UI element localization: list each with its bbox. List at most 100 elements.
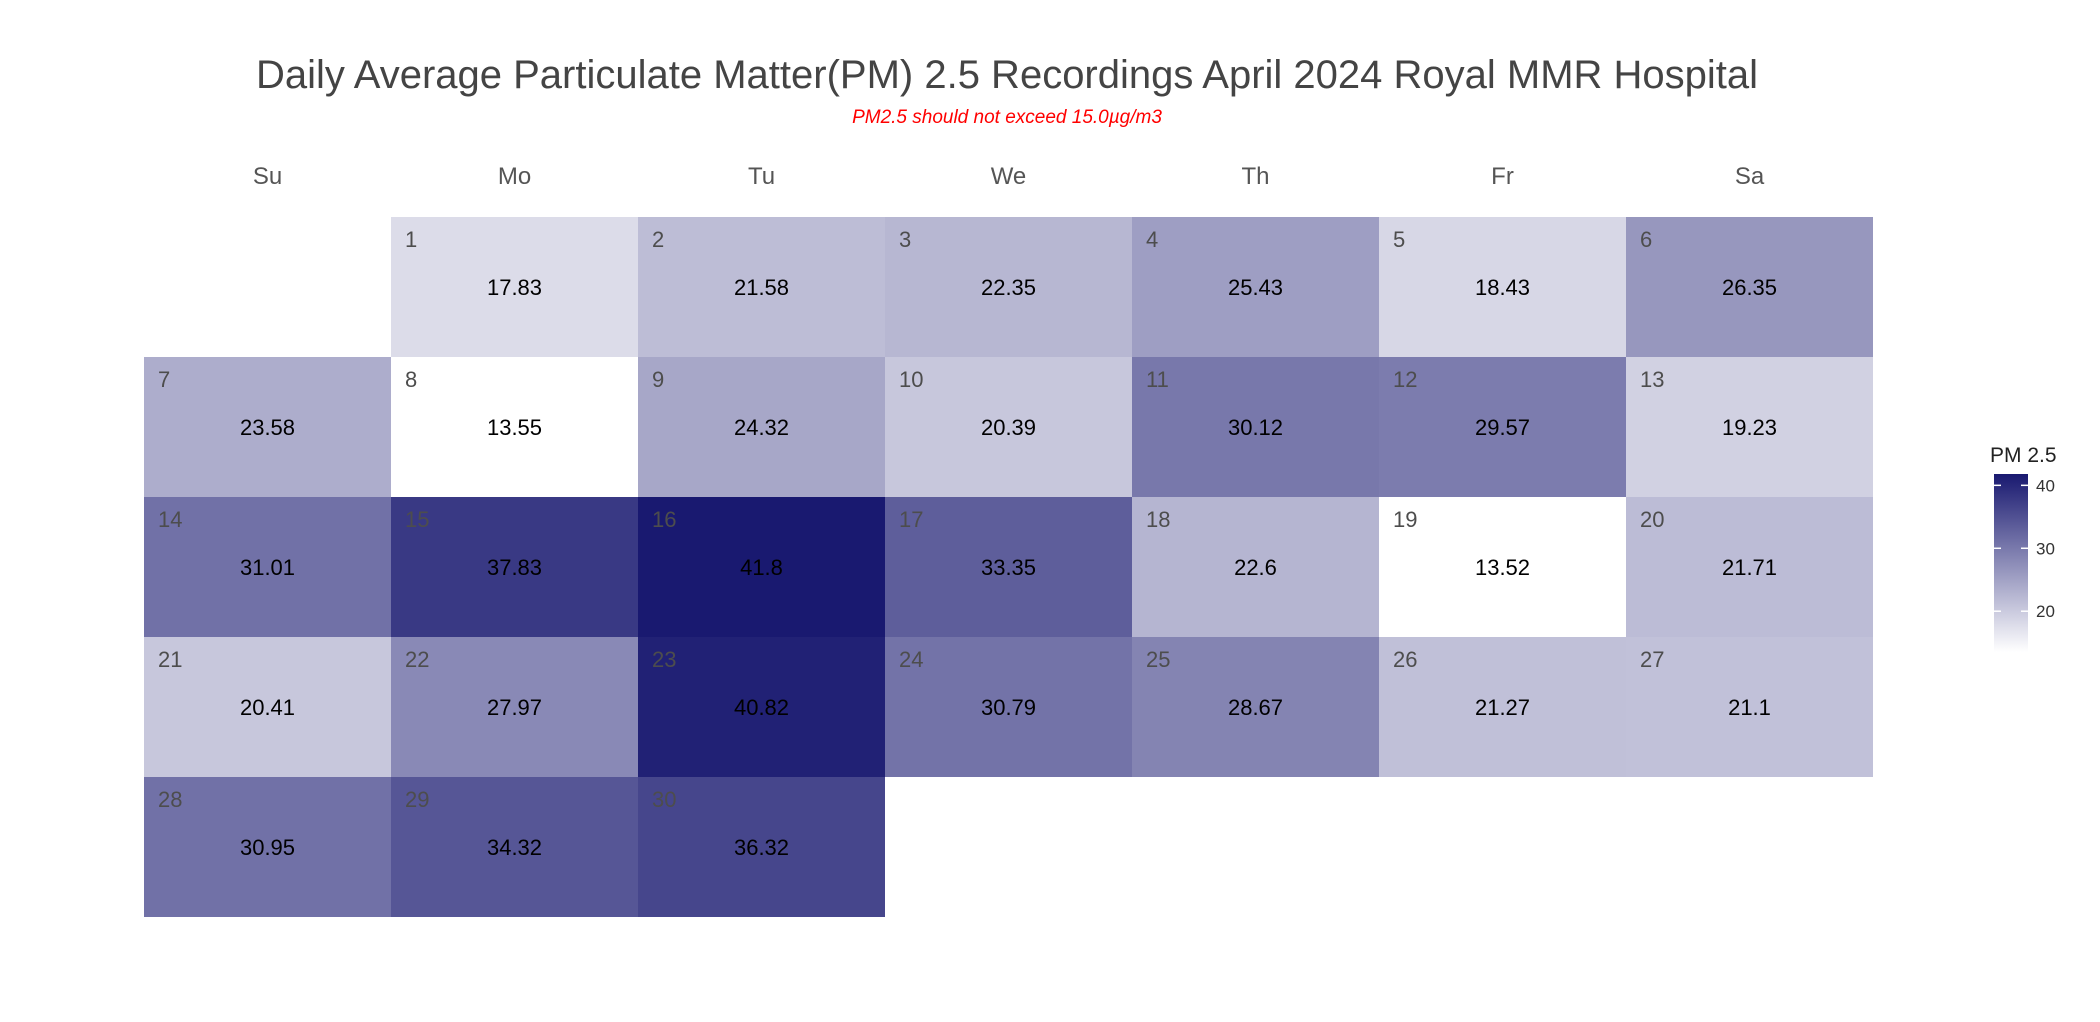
day-number: 14 (158, 507, 182, 532)
day-number: 30 (652, 787, 676, 812)
day-tile (638, 637, 885, 777)
day-cell-26: 26 21.27 (1379, 637, 1626, 777)
day-number: 15 (405, 507, 429, 532)
day-tile (1626, 497, 1873, 637)
day-value-label: 24.32 (734, 415, 789, 440)
day-cell-4: 425.43 (1132, 217, 1379, 357)
day-value-label: 30.12 (1228, 415, 1283, 440)
day-number: 22 (405, 647, 429, 672)
day-number: 27 (1640, 647, 1664, 672)
legend: PM 2.5 20 30 40 (1990, 444, 2057, 652)
day-value-label: 28.67 (1228, 695, 1283, 720)
day-value-label: 33.35 (981, 555, 1036, 580)
day-number: 8 (405, 367, 417, 392)
day-tile (885, 497, 1132, 637)
day-number: 24 (899, 647, 923, 672)
day-tile (1379, 217, 1626, 357)
day-cell-14: 14 31.01 (144, 497, 391, 637)
day-value-label: 22.6 (1234, 555, 1277, 580)
day-cell-10: 10 20.39 (885, 357, 1132, 497)
day-tile (638, 497, 885, 637)
legend-tick-label: 30 (2036, 539, 2055, 558)
day-value-label: 17.83 (487, 275, 542, 300)
day-number: 2 (652, 227, 664, 252)
day-tile (885, 217, 1132, 357)
day-number: 5 (1393, 227, 1405, 252)
day-cell-21: 21 20.41 (144, 637, 391, 777)
day-value-label: 21.71 (1722, 555, 1777, 580)
day-number: 4 (1146, 227, 1158, 252)
day-tile (885, 357, 1132, 497)
legend-color-bar (1994, 474, 2028, 652)
day-cell-30: 30 36.32 (638, 777, 885, 917)
day-cell-3: 322.35 (885, 217, 1132, 357)
day-tile (638, 357, 885, 497)
day-value-label: 21.58 (734, 275, 789, 300)
weekday-label-mo: Mo (498, 163, 531, 190)
day-value-label: 30.95 (240, 835, 295, 860)
day-number: 13 (1640, 367, 1664, 392)
day-value-label: 26.35 (1722, 275, 1777, 300)
day-cell-13: 13 19.23 (1626, 357, 1873, 497)
day-tile (144, 497, 391, 637)
day-number: 18 (1146, 507, 1170, 532)
day-tile (391, 497, 638, 637)
day-number: 3 (899, 227, 911, 252)
day-value-label: 37.83 (487, 555, 542, 580)
weekday-label-tu: Tu (748, 163, 775, 190)
day-cell-16: 16 41.8 (638, 497, 885, 637)
day-tile (391, 637, 638, 777)
day-number: 17 (899, 507, 923, 532)
legend-ticks: 20 30 40 (1994, 476, 2055, 621)
day-number: 10 (899, 367, 923, 392)
day-number: 7 (158, 367, 170, 392)
legend-tick-label: 40 (2036, 476, 2055, 495)
day-tile (1626, 217, 1873, 357)
day-cell-29: 29 34.32 (391, 777, 638, 917)
day-value-label: 13.52 (1475, 555, 1530, 580)
day-cell-7: 723.58 (144, 357, 391, 497)
day-number: 6 (1640, 227, 1652, 252)
day-tile (638, 217, 885, 357)
day-value-label: 21.27 (1475, 695, 1530, 720)
day-number: 1 (405, 227, 417, 252)
day-value-label: 19.23 (1722, 415, 1777, 440)
day-value-label: 20.39 (981, 415, 1036, 440)
day-cell-11: 11 30.12 (1132, 357, 1379, 497)
legend-tick-label: 20 (2036, 602, 2055, 621)
day-tile (1626, 357, 1873, 497)
day-cell-8: 813.55 (391, 357, 638, 497)
chart-subtitle: PM2.5 should not exceed 15.0µg/m3 (852, 107, 1162, 128)
day-value-label: 36.32 (734, 835, 789, 860)
calendar-cells: 117.83221.58322.35425.43518.43626.35723.… (144, 217, 1873, 917)
day-tile (1132, 217, 1379, 357)
day-value-label: 22.35 (981, 275, 1036, 300)
day-number: 21 (158, 647, 182, 672)
day-cell-23: 23 40.82 (638, 637, 885, 777)
day-cell-12: 12 29.57 (1379, 357, 1626, 497)
day-value-label: 13.55 (487, 415, 542, 440)
day-cell-20: 20 21.71 (1626, 497, 1873, 637)
weekday-headers: Su Mo Tu We Th Fr Sa (253, 163, 1765, 190)
day-cell-1: 117.83 (391, 217, 638, 357)
day-tile (1379, 637, 1626, 777)
day-value-label: 40.82 (734, 695, 789, 720)
day-cell-19: 19 13.52 (1379, 497, 1626, 637)
day-cell-27: 27 21.1 (1626, 637, 1873, 777)
day-cell-2: 221.58 (638, 217, 885, 357)
day-number: 19 (1393, 507, 1417, 532)
day-cell-22: 22 27.97 (391, 637, 638, 777)
day-tile (1379, 357, 1626, 497)
day-cell-28: 28 30.95 (144, 777, 391, 917)
day-number: 23 (652, 647, 676, 672)
day-cell-17: 17 33.35 (885, 497, 1132, 637)
day-tile (1379, 497, 1626, 637)
day-value-label: 31.01 (240, 555, 295, 580)
day-tile (391, 357, 638, 497)
day-number: 28 (158, 787, 182, 812)
day-value-label: 21.1 (1728, 695, 1771, 720)
day-number: 16 (652, 507, 676, 532)
day-tile (144, 637, 391, 777)
day-cell-18: 18 22.6 (1132, 497, 1379, 637)
